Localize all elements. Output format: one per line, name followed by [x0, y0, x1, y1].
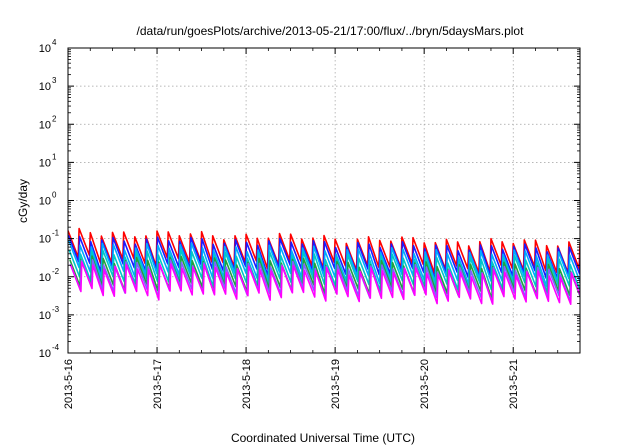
y-tick-base: 10: [39, 157, 51, 169]
y-tick-label: 103: [39, 76, 57, 93]
y-tick-exponent: -2: [52, 267, 60, 276]
y-tick-label: 104: [39, 38, 57, 55]
y-tick-base: 10: [39, 81, 51, 93]
y-tick-exponent: 4: [52, 38, 57, 47]
y-tick-label: 101: [39, 152, 57, 169]
x-tick-label: 2013-5-19: [330, 359, 342, 409]
y-tick-label: 10-1: [39, 229, 60, 246]
y-tick-exponent: -1: [52, 229, 60, 238]
y-tick-exponent: 0: [52, 191, 57, 200]
y-tick-exponent: -4: [52, 343, 60, 352]
y-tick-exponent: 1: [52, 152, 57, 161]
y-tick-base: 10: [39, 119, 51, 131]
y-tick-exponent: -3: [52, 305, 60, 314]
y-tick-base: 10: [39, 348, 51, 360]
y-tick-label: 10-4: [39, 343, 60, 360]
y-tick-base: 10: [39, 272, 51, 284]
y-axis-label: cGy/day: [16, 179, 30, 223]
y-tick-base: 10: [39, 234, 51, 246]
series-line: [69, 261, 580, 305]
x-tick-labels: 2013-5-16 2013-5-17 2013-5-18 2013-5-19 2013…: [63, 359, 520, 409]
y-tick-base: 10: [39, 196, 51, 208]
y-tick-label: 10-2: [39, 267, 60, 284]
y-tick-label: 102: [39, 114, 57, 131]
x-tick-label: 2013-5-20: [419, 359, 431, 409]
y-tick-label: 10-3: [39, 305, 60, 322]
y-tick-exponent: 2: [52, 114, 57, 123]
ticks: [67, 47, 580, 354]
x-axis-label: Coordinated Universal Time (UTC): [231, 431, 415, 445]
y-tick-base: 10: [39, 310, 51, 322]
y-tick-label: 100: [39, 191, 57, 208]
chart-title: /data/run/goesPlots/archive/2013-05-21/1…: [137, 24, 525, 38]
x-tick-label: 2013-5-16: [63, 359, 75, 409]
y-tick-base: 10: [39, 43, 51, 55]
y-tick-exponent: 3: [52, 76, 57, 85]
series-layer: [68, 227, 580, 305]
x-tick-label: 2013-5-17: [152, 359, 164, 409]
x-tick-label: 2013-5-18: [241, 359, 253, 409]
x-tick-label: 2013-5-21: [508, 359, 520, 409]
